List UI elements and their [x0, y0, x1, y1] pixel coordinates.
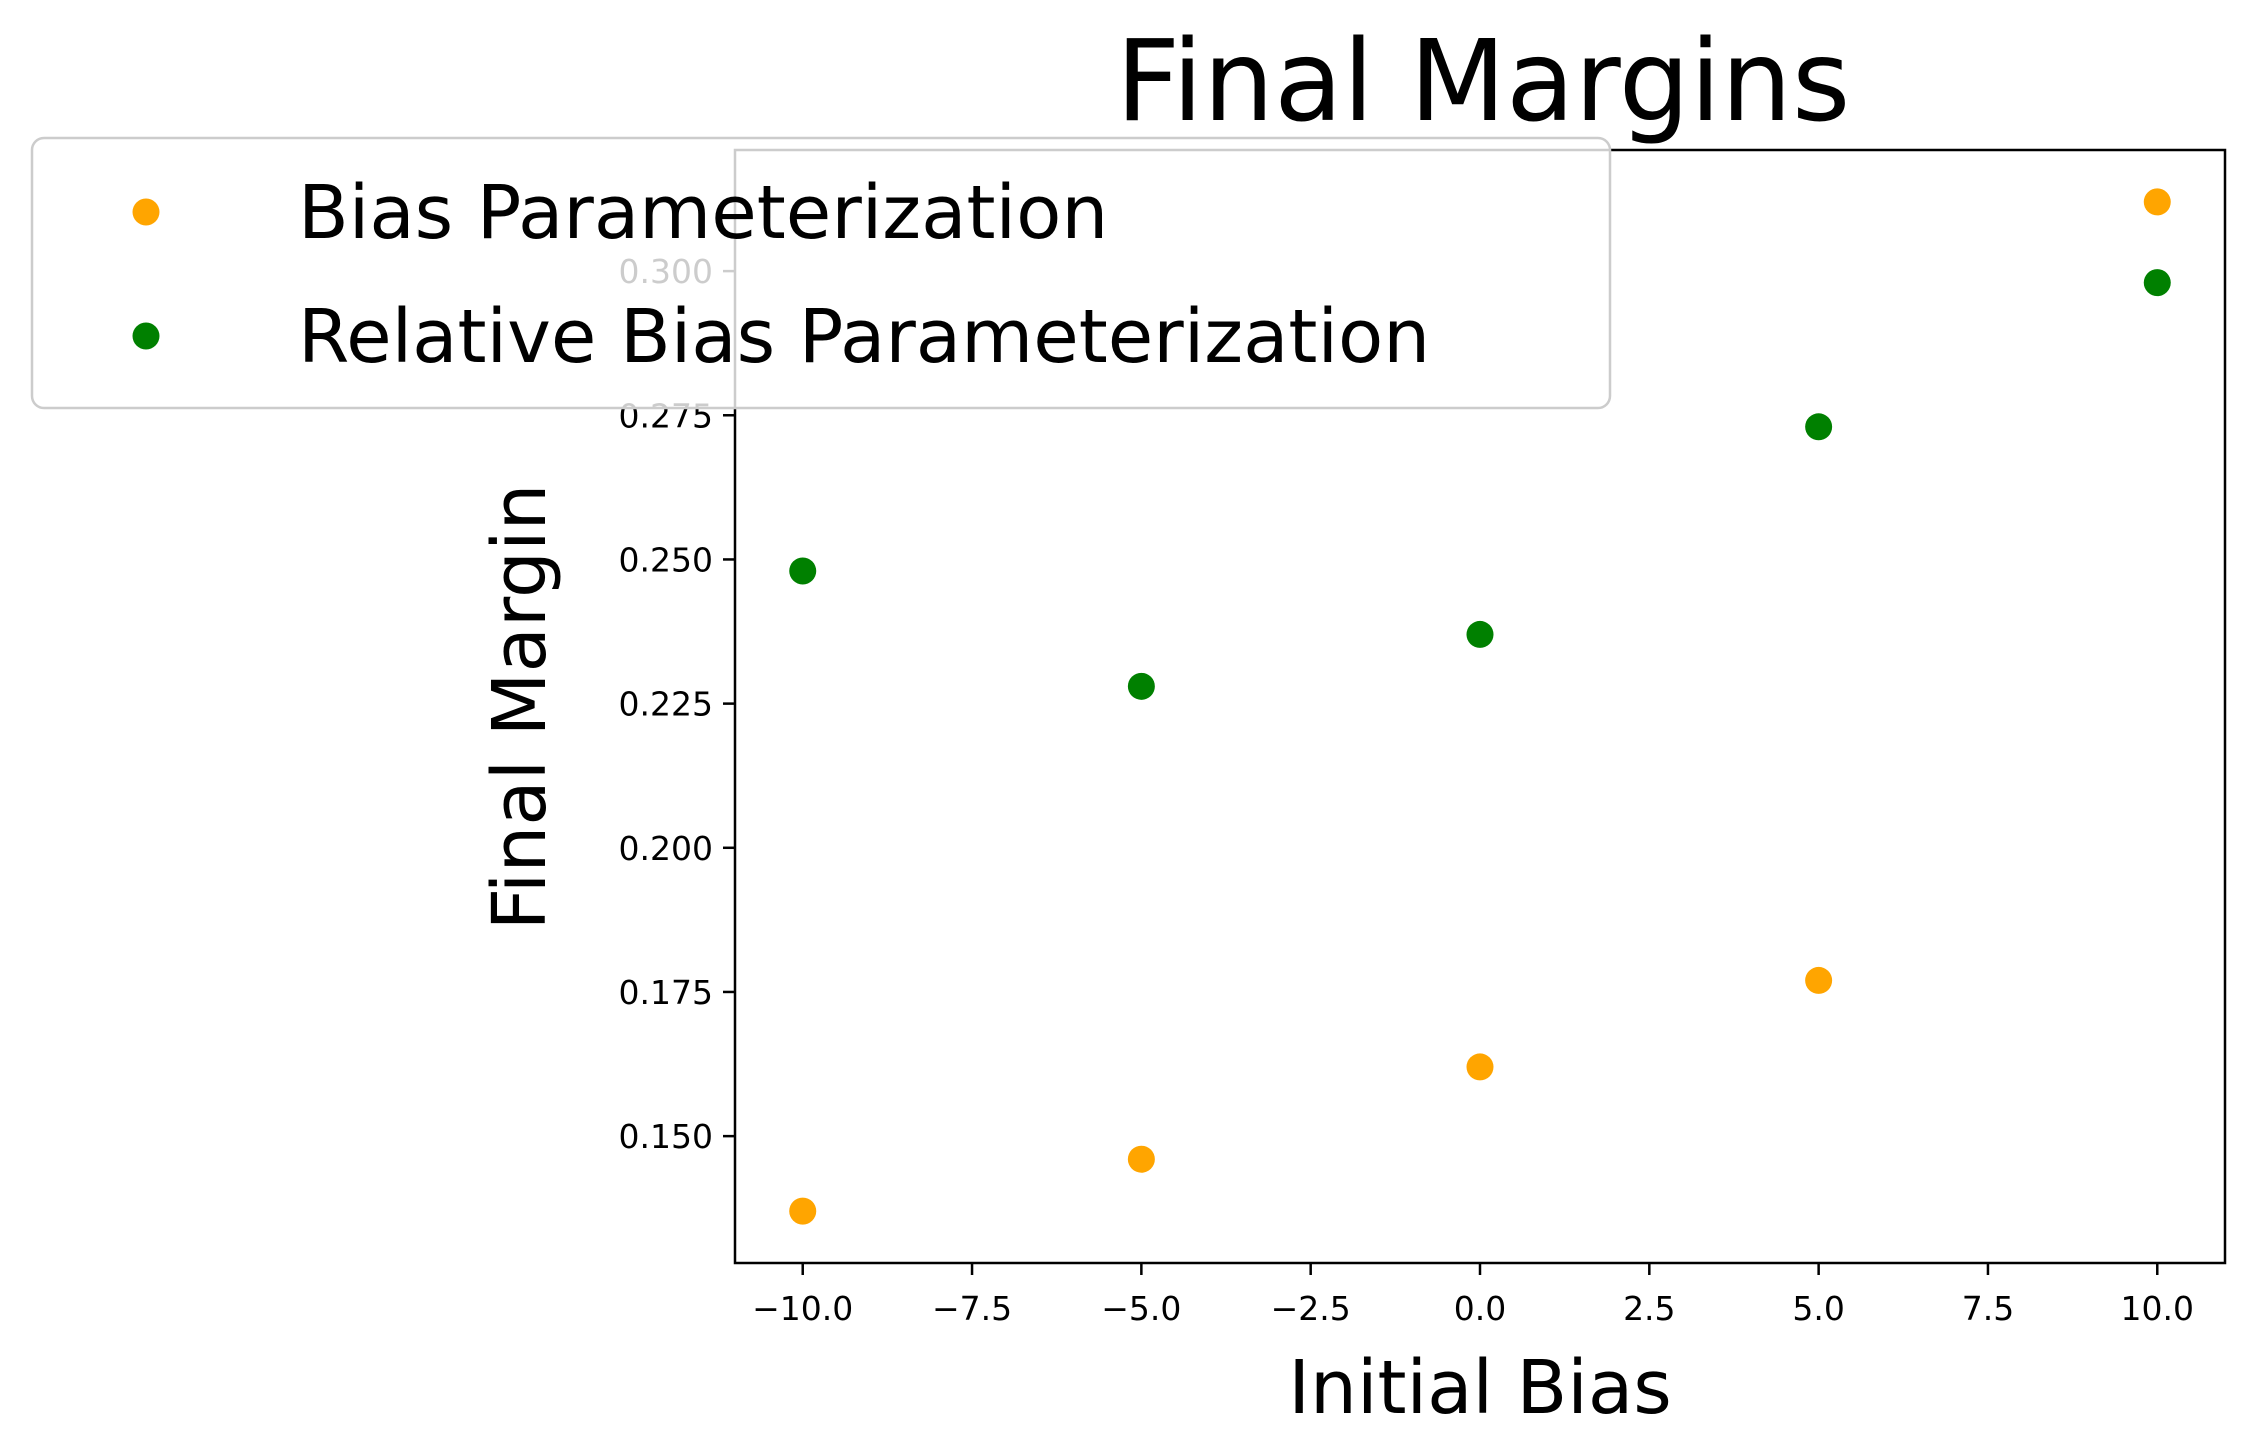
x-tick-label: 7.5: [1962, 1289, 2014, 1328]
data-point-series-1: [1466, 1053, 1494, 1081]
x-axis-title: Initial Bias: [1288, 1345, 1672, 1431]
x-tick-label: −7.5: [932, 1289, 1012, 1328]
data-point-series-1: [1127, 1145, 1155, 1173]
legend-entries: Bias Parameterization Relative Bias Param…: [132, 170, 1430, 380]
data-points: [789, 188, 2171, 1225]
x-tick-label: 10.0: [2121, 1289, 2194, 1328]
data-point-series-2: [1466, 620, 1494, 648]
data-point-series-2: [1805, 413, 1833, 441]
x-axis-ticks: −10.0 −7.5 −5.0 −2.5 0.0 2.5 5.0 7.5 10.0: [752, 1263, 2194, 1328]
y-tick-label: 0.150: [619, 1117, 713, 1156]
y-axis-title: Final Margin: [477, 484, 563, 931]
legend-marker-series-2: [132, 322, 160, 350]
chart-title: Final Margins: [1116, 17, 1851, 147]
x-tick-label: −5.0: [1101, 1289, 1181, 1328]
x-tick-label: 5.0: [1792, 1289, 1844, 1328]
x-tick-label: −2.5: [1271, 1289, 1351, 1328]
data-point-series-2: [2143, 269, 2171, 297]
legend: Bias Parameterization Relative Bias Param…: [30, 136, 1612, 410]
y-tick-label: 0.250: [619, 540, 713, 579]
x-tick-label: −10.0: [752, 1289, 853, 1328]
legend-marker-series-1: [132, 198, 160, 226]
legend-label-series-1: Bias Parameterization: [298, 170, 1108, 256]
legend-box: [30, 136, 1612, 410]
data-point-series-1: [1805, 966, 1833, 994]
x-tick-label: 2.5: [1623, 1289, 1675, 1328]
plot-area: −10.0 −7.5 −5.0 −2.5 0.0 2.5 5.0 7.5 10.0 0.150 0…: [619, 148, 2227, 1328]
data-point-series-1: [2143, 188, 2171, 216]
y-tick-label: 0.200: [619, 829, 713, 868]
legend-label-series-2: Relative Bias Parameterization: [298, 294, 1430, 380]
data-point-series-2: [1127, 672, 1155, 700]
x-tick-label: 0.0: [1454, 1289, 1506, 1328]
data-point-series-1: [789, 1197, 817, 1225]
data-point-series-2: [789, 557, 817, 585]
y-tick-label: 0.175: [619, 973, 713, 1012]
y-tick-label: 0.225: [619, 685, 713, 724]
